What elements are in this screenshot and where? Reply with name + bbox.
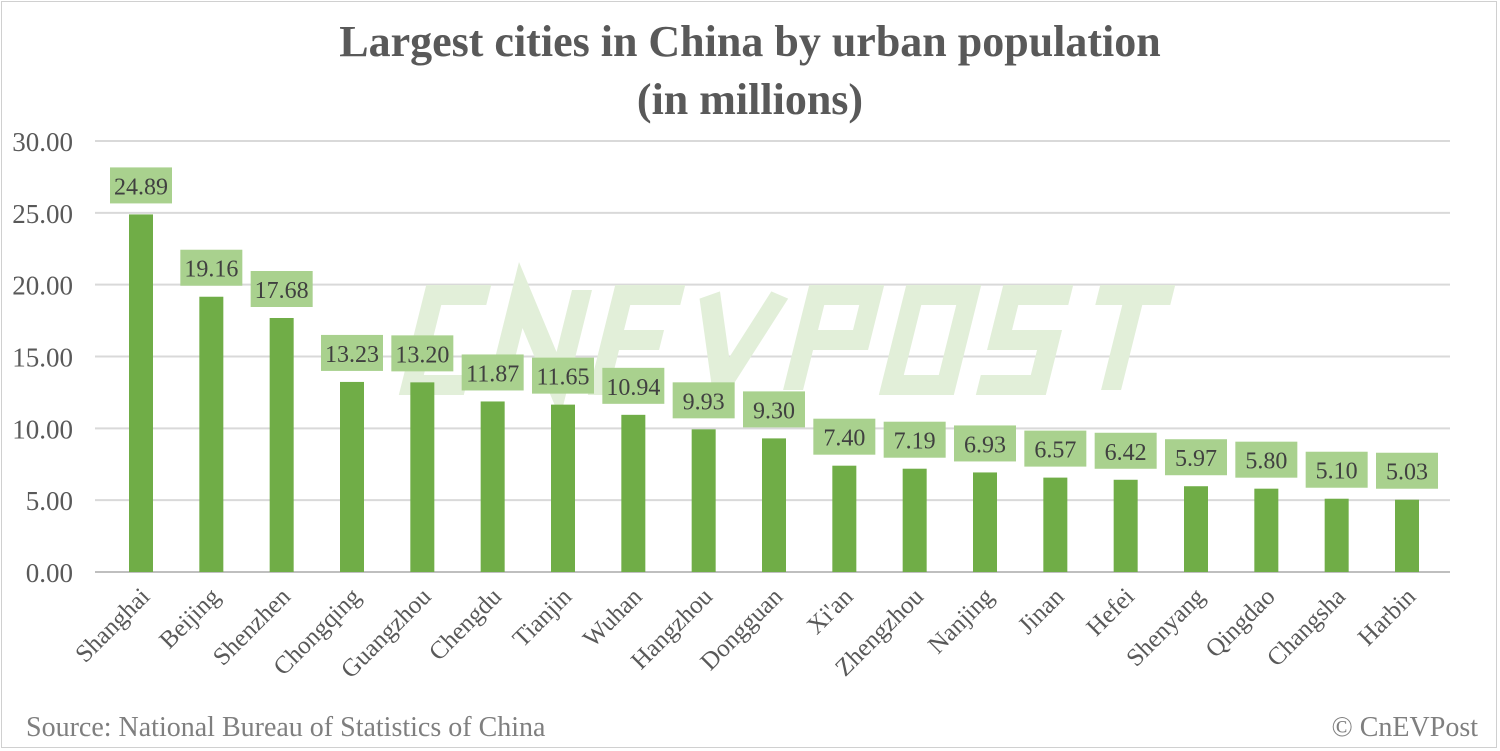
watermark-letter	[1095, 285, 1176, 390]
data-label: 7.40	[823, 426, 865, 452]
x-tick-label: Harbin	[1353, 583, 1422, 652]
bar	[340, 381, 364, 572]
bar	[1184, 486, 1208, 572]
bar	[973, 472, 997, 572]
data-label-box	[110, 167, 172, 204]
bar	[1395, 499, 1419, 572]
watermark-letter	[487, 261, 592, 419]
data-label-box	[1305, 451, 1368, 488]
y-tick-label: 10.00	[12, 414, 73, 444]
x-tick-label: Shanghai	[70, 583, 155, 668]
data-label-box	[1024, 430, 1087, 467]
chart-title-line-2: (in millions)	[636, 75, 864, 124]
bar	[269, 317, 294, 572]
watermark-letter	[783, 285, 885, 390]
bar	[902, 468, 927, 572]
data-label: 11.65	[536, 365, 589, 391]
data-label: 13.23	[325, 342, 379, 368]
data-label: 5.97	[1175, 446, 1217, 472]
x-tick-label: Tianjin	[508, 583, 578, 653]
data-label: 6.42	[1105, 440, 1147, 466]
data-label: 24.89	[114, 174, 168, 200]
data-label-box	[1165, 439, 1227, 476]
bar	[762, 438, 786, 572]
data-label-box	[250, 270, 313, 307]
data-label: 5.03	[1386, 460, 1428, 486]
x-tick-label: Hefei	[1082, 583, 1140, 641]
bar	[1254, 488, 1279, 572]
bar	[621, 414, 646, 572]
y-tick-label: 30.00	[12, 127, 73, 157]
watermark-letter	[878, 285, 982, 395]
y-tick-label: 0.00	[26, 558, 73, 588]
bar	[1043, 477, 1068, 572]
x-tick-label: Changsha	[1262, 583, 1351, 672]
bar	[129, 214, 153, 572]
x-tick-label: Shenyang	[1121, 583, 1210, 672]
data-label-box	[743, 391, 805, 428]
chart-title-line-1: Largest cities in China by urban populat…	[339, 17, 1161, 66]
bar	[691, 429, 716, 572]
data-label-box	[180, 249, 243, 286]
bar	[480, 401, 505, 572]
data-label-box	[321, 334, 383, 371]
data-label: 11.87	[466, 361, 519, 387]
data-label-box	[672, 382, 735, 419]
bar	[410, 382, 435, 572]
x-tick-label: Nanjing	[923, 583, 999, 659]
bar	[199, 296, 224, 572]
y-tick-label: 20.00	[12, 271, 73, 301]
x-tick-label: Chengdu	[424, 583, 507, 666]
credit-note: © CnEVPost	[1331, 712, 1478, 743]
bar	[551, 404, 575, 572]
data-label: 19.16	[184, 257, 238, 283]
data-label: 6.57	[1034, 438, 1076, 464]
watermark-letter	[975, 285, 1074, 395]
data-label: 13.20	[395, 342, 449, 368]
data-label: 6.93	[964, 432, 1006, 458]
data-label: 9.30	[753, 398, 795, 424]
watermark-logo	[398, 261, 1176, 419]
data-label-box	[1376, 452, 1438, 489]
data-label: 17.68	[255, 278, 309, 304]
data-label-box	[602, 367, 665, 404]
y-tick-label: 15.00	[12, 343, 73, 373]
data-label-box	[883, 421, 946, 458]
y-tick-label: 25.00	[12, 199, 73, 229]
bar	[1113, 479, 1138, 572]
data-label-box	[532, 357, 594, 394]
data-label-box	[1235, 441, 1298, 478]
x-tick-label: Jinan	[1013, 583, 1070, 640]
bar	[832, 465, 857, 572]
watermark-letter	[699, 291, 789, 413]
source-note: Source: National Bureau of Statistics of…	[26, 712, 546, 743]
y-tick-label: 5.00	[26, 486, 73, 516]
data-label: 10.94	[606, 375, 660, 401]
data-label-box	[813, 418, 876, 455]
data-label-box	[1094, 432, 1157, 469]
data-label-box	[391, 335, 454, 372]
x-tick-label: Wuhan	[578, 583, 648, 653]
data-label: 7.19	[894, 429, 936, 455]
data-label-box	[461, 354, 524, 391]
bar	[1324, 498, 1349, 572]
x-tick-label: Xi'an	[802, 583, 859, 640]
data-label: 5.10	[1316, 459, 1358, 485]
data-label: 9.93	[683, 389, 725, 415]
data-label-box	[954, 425, 1016, 462]
data-label: 5.80	[1245, 449, 1287, 475]
